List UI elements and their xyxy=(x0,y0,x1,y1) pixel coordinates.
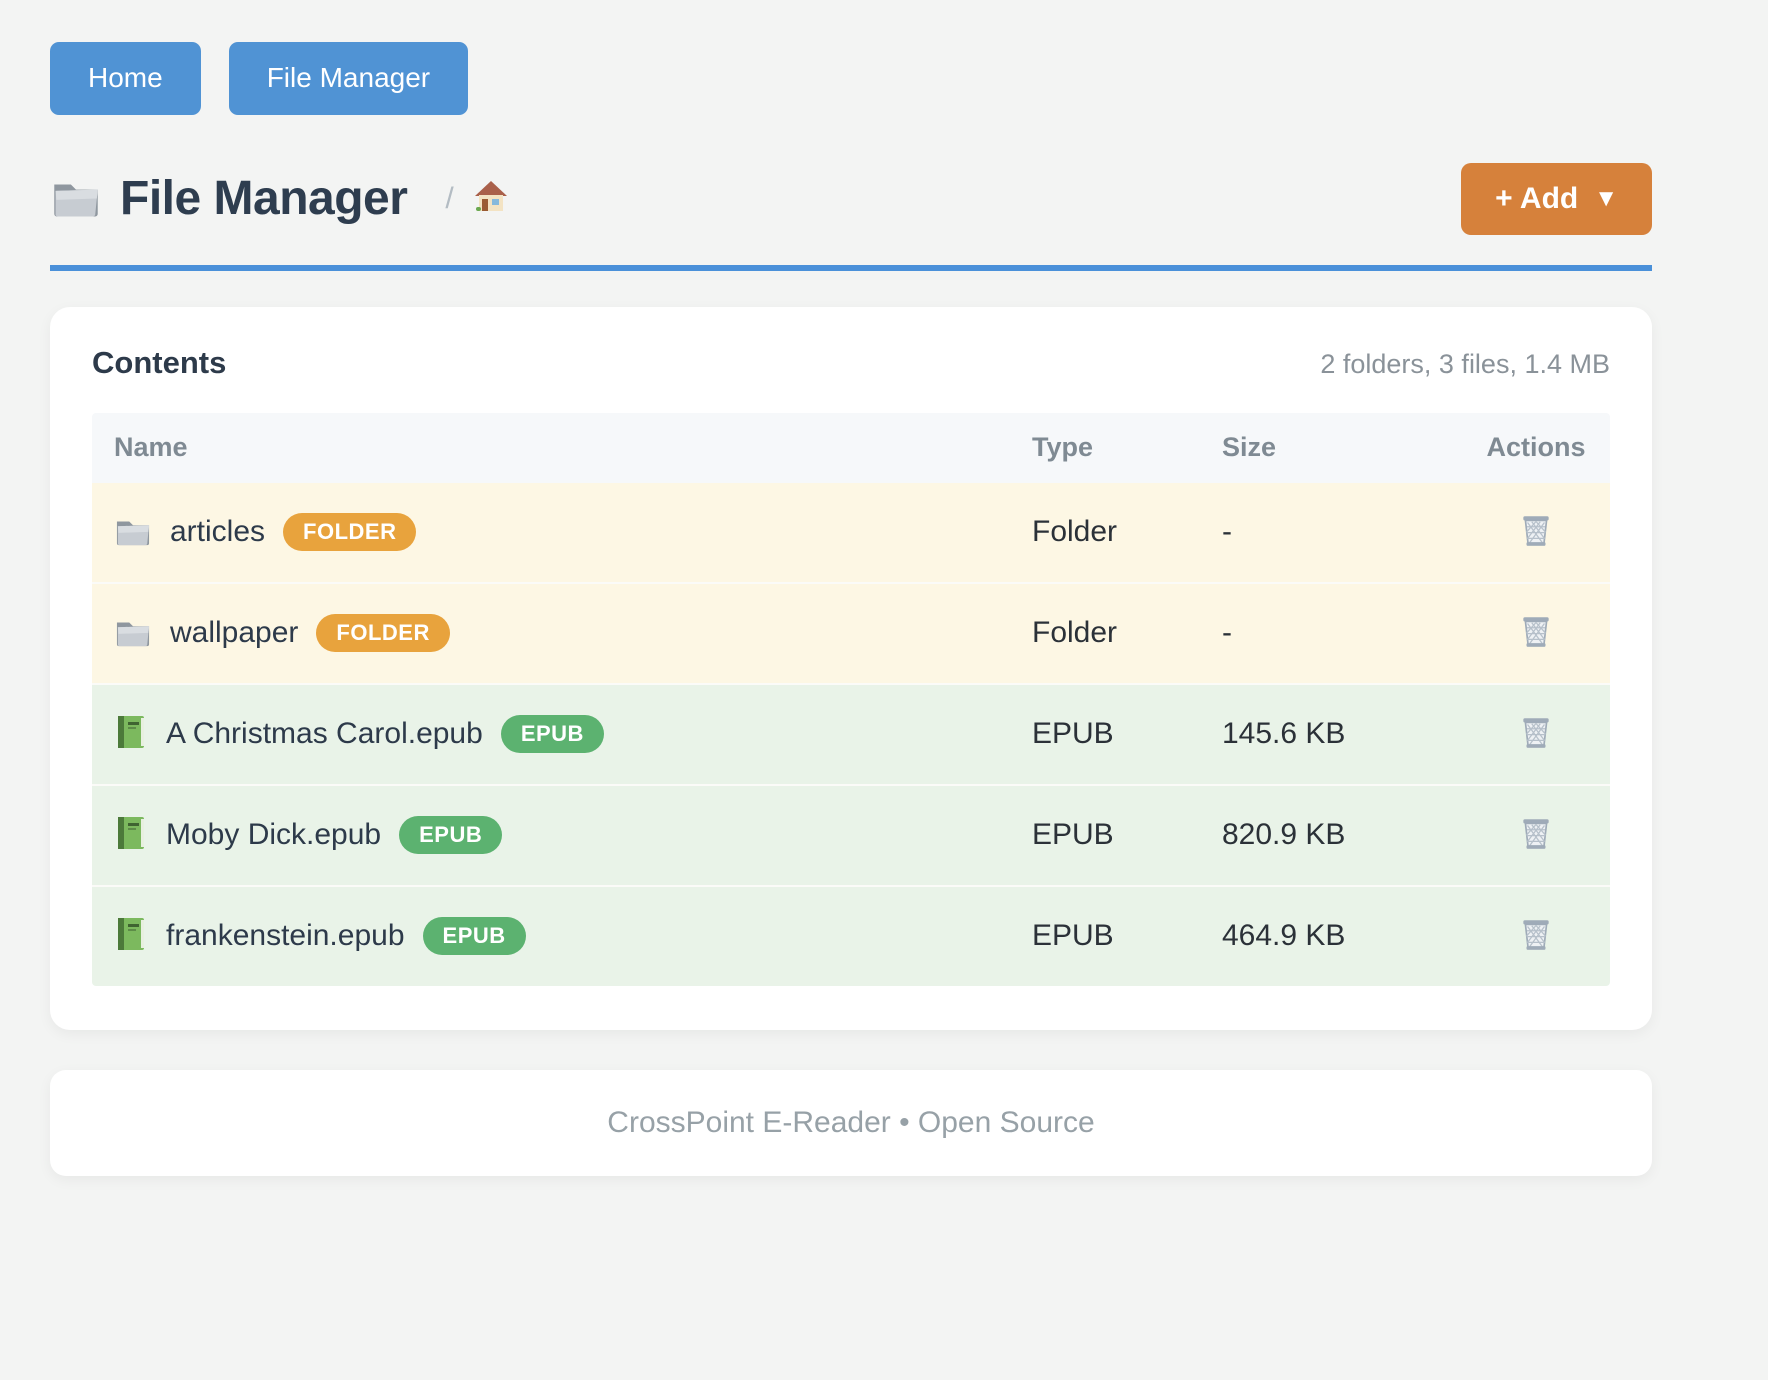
page-title: File Manager xyxy=(120,172,408,226)
file-name-link[interactable]: Moby Dick.epub xyxy=(166,818,382,852)
book-icon xyxy=(114,915,148,958)
file-type: EPUB xyxy=(1032,717,1114,751)
epub-badge: EPUB xyxy=(399,816,503,855)
add-button-label: + Add xyxy=(1495,181,1579,215)
contents-card-header: Contents 2 folders, 3 files, 1.4 MB xyxy=(92,345,1610,381)
nav-home-button[interactable]: Home xyxy=(50,42,201,115)
table-header-row: Name Type Size Actions xyxy=(92,412,1610,483)
epub-badge: EPUB xyxy=(422,917,526,956)
folder-icon xyxy=(114,614,152,653)
file-type: EPUB xyxy=(1032,818,1114,852)
file-size: 820.9 KB xyxy=(1222,818,1346,852)
footer-text: CrossPoint E-Reader • Open Source xyxy=(607,1105,1095,1139)
file-name-link[interactable]: wallpaper xyxy=(170,616,299,650)
file-size: 464.9 KB xyxy=(1222,919,1346,953)
breadcrumb: / xyxy=(445,181,454,215)
column-header-size: Size xyxy=(1222,432,1277,463)
table-row: wallpaper FOLDER Folder - xyxy=(92,583,1610,685)
home-icon[interactable] xyxy=(472,178,510,219)
delete-button[interactable] xyxy=(1513,912,1559,961)
epub-badge: EPUB xyxy=(500,715,604,754)
column-header-name: Name xyxy=(114,432,188,463)
file-size: 145.6 KB xyxy=(1222,717,1346,751)
folder-badge: FOLDER xyxy=(283,513,417,552)
page: Home File Manager File Manager / + Add ▼… xyxy=(50,0,1652,1176)
contents-title: Contents xyxy=(92,344,227,380)
footer: CrossPoint E-Reader • Open Source xyxy=(50,1069,1652,1176)
contents-summary: 2 folders, 3 files, 1.4 MB xyxy=(1320,348,1610,379)
add-button[interactable]: + Add ▼ xyxy=(1461,162,1652,235)
title-group: File Manager / xyxy=(50,171,510,226)
trash-icon xyxy=(1517,512,1555,553)
table-row: Moby Dick.epub EPUB EPUB 820.9 KB xyxy=(92,785,1610,887)
delete-button[interactable] xyxy=(1513,811,1559,860)
file-name-link[interactable]: frankenstein.epub xyxy=(166,919,405,953)
book-icon xyxy=(114,713,148,756)
top-nav: Home File Manager xyxy=(50,0,1652,115)
table-row: articles FOLDER Folder - xyxy=(92,482,1610,584)
page-header: File Manager / + Add ▼ xyxy=(50,162,1652,235)
table-row: A Christmas Carol.epub EPUB EPUB 145.6 K… xyxy=(92,684,1610,786)
file-type: Folder xyxy=(1032,515,1118,549)
folder-badge: FOLDER xyxy=(316,614,450,653)
file-size: - xyxy=(1222,515,1232,549)
file-name-link[interactable]: A Christmas Carol.epub xyxy=(166,717,483,751)
trash-icon xyxy=(1517,613,1555,654)
delete-button[interactable] xyxy=(1513,609,1559,658)
column-header-type: Type xyxy=(1032,432,1094,463)
trash-icon xyxy=(1517,815,1555,856)
trash-icon xyxy=(1517,714,1555,755)
column-header-actions: Actions xyxy=(1486,432,1586,463)
file-size: - xyxy=(1222,616,1232,650)
file-type: Folder xyxy=(1032,616,1118,650)
trash-icon xyxy=(1517,916,1555,957)
chevron-down-icon: ▼ xyxy=(1594,184,1618,212)
book-icon xyxy=(114,814,148,857)
contents-card: Contents 2 folders, 3 files, 1.4 MB Name… xyxy=(50,306,1652,1030)
file-type: EPUB xyxy=(1032,919,1114,953)
file-name-link[interactable]: articles xyxy=(170,515,266,549)
nav-file-manager-button[interactable]: File Manager xyxy=(228,42,469,115)
folder-icon xyxy=(50,173,102,224)
delete-button[interactable] xyxy=(1513,508,1559,557)
accent-divider xyxy=(50,264,1652,271)
delete-button[interactable] xyxy=(1513,710,1559,759)
table-row: frankenstein.epub EPUB EPUB 464.9 KB xyxy=(92,886,1610,986)
folder-icon xyxy=(114,513,152,552)
file-table: Name Type Size Actions articles FOLDER F… xyxy=(92,412,1610,986)
